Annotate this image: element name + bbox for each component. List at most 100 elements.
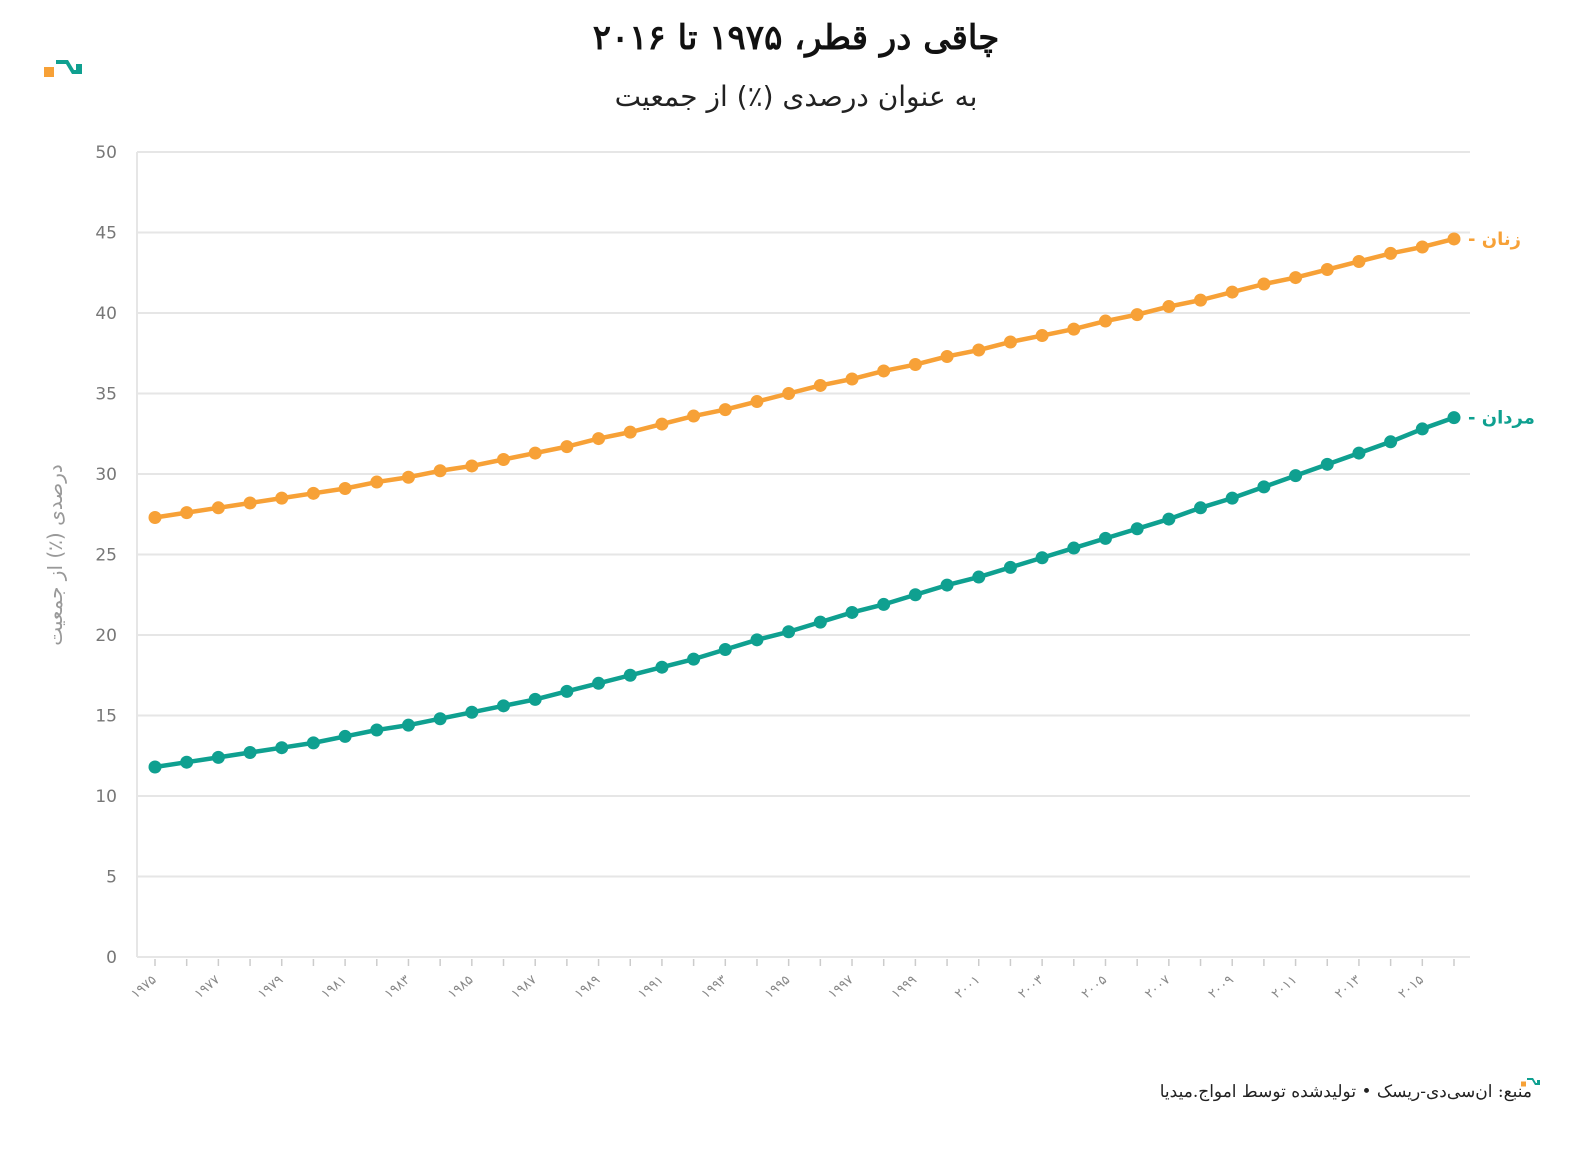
x-tick-label: ۱۹۷۹: [255, 973, 286, 1002]
data-point-women: [1067, 322, 1081, 336]
series-label-men: - مردان: [1468, 408, 1535, 429]
y-tick-label: 15: [95, 707, 117, 727]
x-tick-label: ۲۰۰۳: [1016, 973, 1047, 1002]
data-point-men: [782, 625, 796, 639]
data-point-women: [1225, 285, 1239, 299]
x-tick-label: ۲۰۱۳: [1332, 973, 1363, 1002]
y-tick-label: 20: [95, 626, 117, 646]
data-point-men: [623, 668, 637, 682]
data-point-women: [401, 470, 415, 484]
data-point-women: [1194, 293, 1208, 307]
x-tick-label: ۱۹۸۱: [319, 973, 350, 1002]
logo-orange-square: [44, 67, 54, 77]
data-point-men: [465, 705, 479, 719]
data-point-men: [592, 676, 606, 690]
data-point-women: [1098, 314, 1112, 328]
data-point-men: [528, 692, 542, 706]
data-point-women: [1257, 277, 1271, 291]
data-point-women: [655, 417, 669, 431]
data-point-women: [528, 446, 542, 460]
x-tick-label: ۱۹۷۷: [192, 973, 223, 1002]
logo-teal-stroke: [56, 60, 82, 74]
data-point-men: [1384, 435, 1398, 449]
y-tick-label: 10: [95, 787, 117, 807]
data-point-women: [1289, 271, 1303, 285]
data-point-men: [370, 723, 384, 737]
y-tick-label: 25: [95, 546, 117, 566]
data-point-men: [180, 755, 194, 769]
series-labels: - زنان - مردان: [1468, 229, 1535, 429]
data-point-men: [877, 597, 891, 611]
x-tick-label: ۱۹۷۵: [129, 973, 160, 1002]
x-tick-label: ۲۰۰۹: [1206, 973, 1237, 1002]
data-point-women: [148, 510, 162, 524]
data-point-women: [1352, 254, 1366, 268]
data-point-men: [560, 684, 574, 698]
data-point-men: [1098, 531, 1112, 545]
data-point-women: [623, 425, 637, 439]
data-point-women: [687, 409, 701, 423]
y-tick-label: 30: [95, 465, 117, 485]
grid-lines: [136, 151, 1470, 958]
x-tick-label: ۱۹۹۱: [635, 973, 666, 1002]
data-point-women: [180, 506, 194, 520]
data-point-women: [211, 501, 225, 515]
data-point-men: [908, 588, 922, 602]
data-point-women: [275, 491, 289, 505]
data-point-women: [782, 387, 796, 400]
chart-title: چاقی در قطر، ۱۹۷۵ تا ۲۰۱۶: [592, 18, 1000, 58]
data-point-women: [433, 464, 447, 478]
series-women: [148, 232, 1461, 524]
y-axis-title: درصدی (٪) از جمعیت: [43, 464, 67, 646]
data-point-men: [1352, 446, 1366, 460]
data-point-men: [1225, 491, 1239, 505]
data-point-women: [497, 453, 511, 467]
x-tick-label: ۱۹۹۹: [889, 973, 920, 1002]
data-point-men: [1067, 541, 1081, 555]
data-point-women: [592, 432, 606, 446]
data-point-men: [211, 750, 225, 764]
data-point-women: [1003, 335, 1017, 349]
data-point-women: [1384, 246, 1398, 260]
x-tick-label: ۱۹۸۵: [445, 973, 476, 1002]
data-point-women: [306, 486, 320, 500]
chart-subtitle: به عنوان درصدی (٪) از جمعیت: [614, 80, 978, 113]
brand-logo-icon: [44, 60, 82, 77]
data-point-women: [1447, 232, 1461, 246]
footer-logo-icon: [1521, 1078, 1540, 1087]
data-point-women: [560, 440, 574, 454]
data-point-women: [1035, 329, 1049, 343]
x-tick-label: ۱۹۸۳: [382, 973, 413, 1002]
x-tick-label: ۱۹۹۳: [699, 973, 730, 1002]
y-tick-label: 35: [95, 385, 117, 405]
data-point-women: [940, 349, 954, 363]
data-point-men: [845, 605, 859, 619]
y-tick-label: 50: [95, 143, 117, 163]
data-point-men: [243, 746, 257, 760]
data-point-men: [1447, 411, 1461, 425]
data-point-men: [1162, 512, 1176, 526]
data-point-men: [1257, 480, 1271, 494]
data-point-women: [877, 364, 891, 378]
data-point-men: [687, 652, 701, 666]
y-axis-ticks: 0 5 10 15 20 25 30 35 40 45 50: [95, 143, 117, 968]
series-layer: [148, 232, 1461, 774]
data-point-women: [1162, 300, 1176, 314]
x-tick-label: ۲۰۰۵: [1079, 973, 1110, 1002]
y-tick-label: 45: [95, 224, 117, 244]
x-tick-label: ۲۰۱۵: [1396, 973, 1427, 1002]
data-point-women: [1415, 240, 1429, 254]
data-point-men: [338, 729, 352, 743]
source-note: منبع: ان‌سی‌دی-ریسک • تولیدشده توسط اموا…: [1159, 1082, 1532, 1102]
x-tick-label: ۲۰۰۷: [1142, 973, 1173, 1002]
data-point-men: [1194, 501, 1208, 515]
data-point-men: [1289, 469, 1303, 483]
y-tick-label: 0: [106, 948, 117, 968]
x-axis-ticks: ۱۹۷۵ ۱۹۷۷ ۱۹۷۹ ۱۹۸۱ ۱۹۸۳ ۱۹۸۵ ۱۹۸۷ ۱۹۸۹ ۱۹۹۱ ۱۹۹۳…: [129, 959, 1455, 1002]
data-point-women: [370, 475, 384, 489]
data-point-men: [275, 741, 289, 755]
data-point-men: [1035, 551, 1049, 565]
data-point-men: [306, 736, 320, 750]
data-point-men: [1320, 457, 1334, 471]
